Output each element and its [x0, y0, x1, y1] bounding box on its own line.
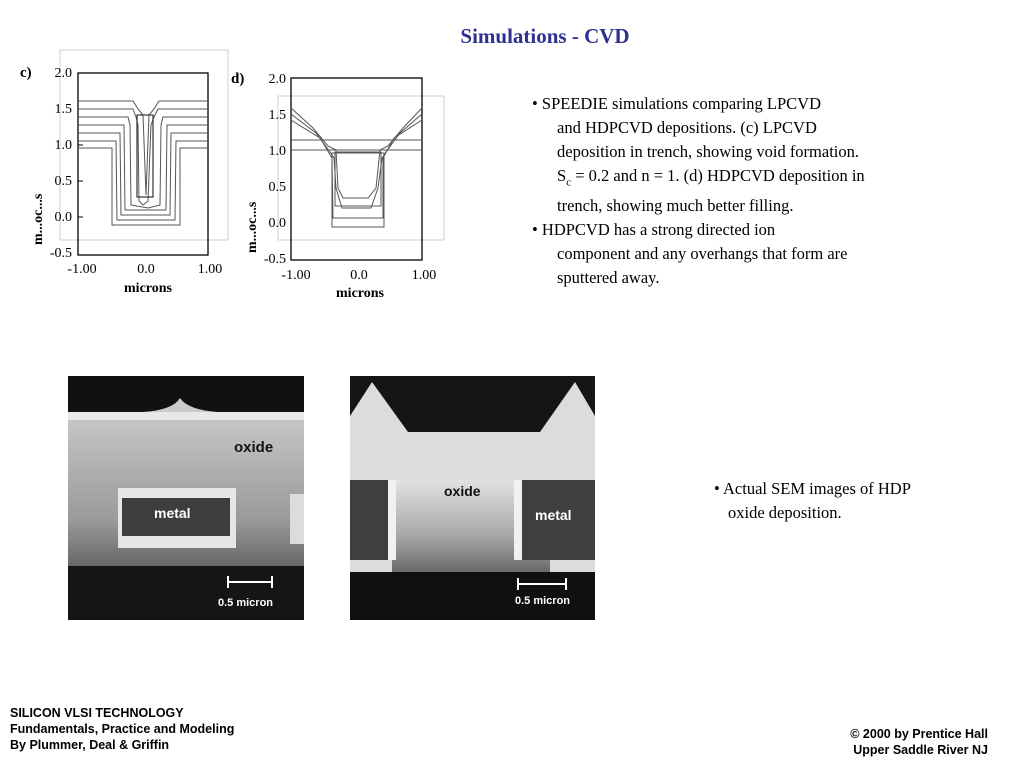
y-tick: 1.0 — [55, 138, 73, 153]
x-axis-label: microns — [124, 281, 173, 296]
x-tick: 0.0 — [350, 268, 368, 283]
y-tick: -0.5 — [50, 246, 72, 261]
description-bullets: • SPEEDIE simulations comparing LPCVD an… — [532, 92, 962, 290]
scale-bar-label: 0.5 micron — [218, 597, 273, 609]
sem-image-left: oxide metal 0.5 micron — [68, 376, 304, 620]
slide-title: Simulations - CVD — [460, 24, 630, 48]
metal-label: metal — [154, 505, 191, 521]
simulation-plot-lpcvd: c) 2.0 1.5 1.0 0.5 0.0 -0.5 — [20, 45, 235, 300]
y-tick: -0.5 — [264, 252, 286, 267]
simulation-plot-hdpcvd: d) 2.0 1.5 1.0 0.5 0.0 -0.5 m...oc...s -… — [228, 58, 448, 308]
metal-label: metal — [535, 507, 572, 523]
y-tick: 0.0 — [55, 210, 73, 225]
y-tick: 1.0 — [269, 144, 287, 159]
panel-label: d) — [231, 71, 244, 87]
footer-copyright: © 2000 by Prentice Hall Upper Saddle Riv… — [850, 727, 988, 757]
panel-label: c) — [20, 65, 32, 81]
scale-bar-label: 0.5 micron — [515, 595, 570, 607]
y-tick: 1.5 — [55, 102, 73, 117]
bullet-hdpcvd: • HDPCVD has a strong directed ion compo… — [532, 220, 848, 288]
y-tick: 1.5 — [269, 108, 287, 123]
y-tick: 0.5 — [269, 180, 287, 195]
oxide-label: oxide — [234, 439, 273, 456]
y-tick: 2.0 — [55, 66, 73, 81]
sem-image-right: oxide metal 0.5 micron — [350, 376, 595, 620]
y-tick: 0.5 — [55, 174, 73, 189]
x-tick: -1.00 — [281, 268, 310, 283]
x-tick: 1.00 — [412, 268, 437, 283]
y-tick: 2.0 — [269, 72, 287, 87]
x-tick: 1.00 — [198, 262, 223, 277]
x-tick: 0.0 — [137, 262, 155, 277]
sem-caption: • Actual SEM images of HDP oxide deposit… — [714, 479, 911, 522]
oxide-label: oxide — [444, 483, 481, 499]
y-axis-label: m...oc...s — [245, 201, 260, 253]
y-tick: 0.0 — [269, 216, 287, 231]
y-axis-label: m...oc...s — [31, 193, 46, 245]
bullet-speedie: • SPEEDIE simulations comparing LPCVD an… — [532, 94, 865, 216]
x-tick: -1.00 — [67, 262, 96, 277]
x-axis-label: microns — [336, 286, 385, 301]
footer-book-info: SILICON VLSI TECHNOLOGY Fundamentals, Pr… — [10, 706, 235, 752]
